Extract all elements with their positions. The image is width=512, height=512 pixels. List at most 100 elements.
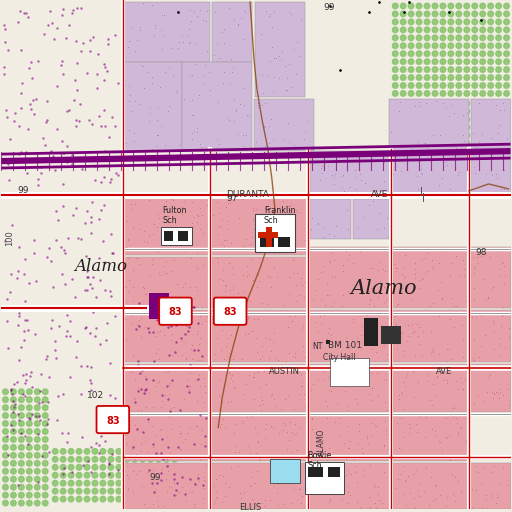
Point	[496, 120, 504, 129]
Point	[493, 493, 501, 501]
Circle shape	[464, 164, 470, 170]
Point	[493, 174, 501, 182]
Point	[411, 259, 419, 267]
Point	[480, 463, 488, 471]
Circle shape	[42, 468, 48, 474]
Point	[105, 459, 113, 467]
Point	[398, 329, 406, 337]
Circle shape	[464, 156, 470, 162]
Point	[342, 333, 350, 342]
Point	[167, 322, 175, 330]
Point	[129, 224, 137, 232]
Point	[422, 249, 431, 257]
Point	[168, 425, 176, 434]
Point	[199, 495, 207, 503]
Point	[167, 482, 175, 490]
Point	[144, 418, 152, 426]
Point	[343, 206, 351, 215]
Point	[131, 394, 139, 402]
Circle shape	[172, 473, 177, 478]
Point	[44, 352, 52, 360]
Circle shape	[504, 59, 509, 65]
Text: DURANTA: DURANTA	[227, 190, 269, 199]
Point	[22, 376, 30, 384]
Point	[164, 314, 172, 322]
Point	[186, 37, 195, 46]
Point	[231, 382, 240, 391]
Point	[435, 181, 443, 189]
Point	[23, 169, 31, 177]
Point	[500, 185, 508, 194]
Point	[493, 366, 501, 374]
Point	[352, 462, 360, 470]
Circle shape	[424, 59, 430, 65]
Point	[277, 243, 285, 251]
Point	[272, 489, 281, 498]
Point	[75, 117, 83, 125]
Circle shape	[3, 405, 8, 411]
Point	[101, 258, 109, 266]
Point	[338, 477, 346, 485]
Circle shape	[448, 140, 454, 146]
Circle shape	[27, 468, 32, 474]
Point	[252, 204, 261, 212]
Point	[252, 449, 261, 457]
Point	[238, 417, 246, 425]
Point	[93, 70, 101, 78]
Circle shape	[392, 11, 398, 17]
Point	[79, 39, 88, 48]
Point	[59, 5, 68, 13]
Point	[343, 421, 351, 430]
Circle shape	[100, 464, 105, 470]
Point	[310, 428, 318, 436]
Point	[50, 305, 58, 313]
Circle shape	[42, 477, 48, 482]
Point	[358, 273, 366, 282]
Point	[227, 300, 236, 308]
Circle shape	[132, 488, 138, 494]
Point	[130, 137, 138, 145]
Point	[224, 398, 232, 407]
Circle shape	[456, 91, 462, 96]
Point	[326, 349, 334, 357]
Point	[349, 259, 357, 267]
Point	[136, 26, 144, 34]
Circle shape	[42, 484, 48, 490]
Point	[290, 45, 298, 53]
Point	[219, 415, 227, 423]
Point	[400, 347, 408, 355]
Point	[152, 382, 160, 390]
Point	[494, 247, 502, 255]
Circle shape	[424, 35, 430, 40]
Point	[9, 426, 17, 434]
Point	[14, 150, 23, 158]
Point	[353, 399, 361, 408]
Point	[254, 315, 262, 323]
Bar	[310, 364, 391, 412]
Point	[298, 378, 306, 386]
Circle shape	[172, 496, 177, 502]
Point	[329, 467, 337, 476]
Point	[95, 254, 103, 262]
Point	[403, 472, 412, 480]
Circle shape	[488, 91, 494, 96]
Point	[414, 185, 422, 193]
Circle shape	[148, 473, 154, 478]
Point	[374, 483, 382, 491]
Point	[242, 131, 250, 139]
Circle shape	[448, 180, 454, 186]
Point	[400, 381, 409, 390]
Circle shape	[504, 109, 509, 114]
Circle shape	[400, 67, 406, 72]
Point	[87, 468, 95, 476]
Point	[163, 381, 171, 390]
Point	[457, 424, 465, 432]
Point	[203, 201, 211, 209]
Point	[134, 362, 142, 370]
Circle shape	[408, 43, 414, 49]
Point	[60, 246, 68, 254]
Point	[478, 130, 486, 138]
Point	[7, 420, 15, 429]
Circle shape	[76, 488, 82, 494]
Circle shape	[42, 493, 48, 498]
